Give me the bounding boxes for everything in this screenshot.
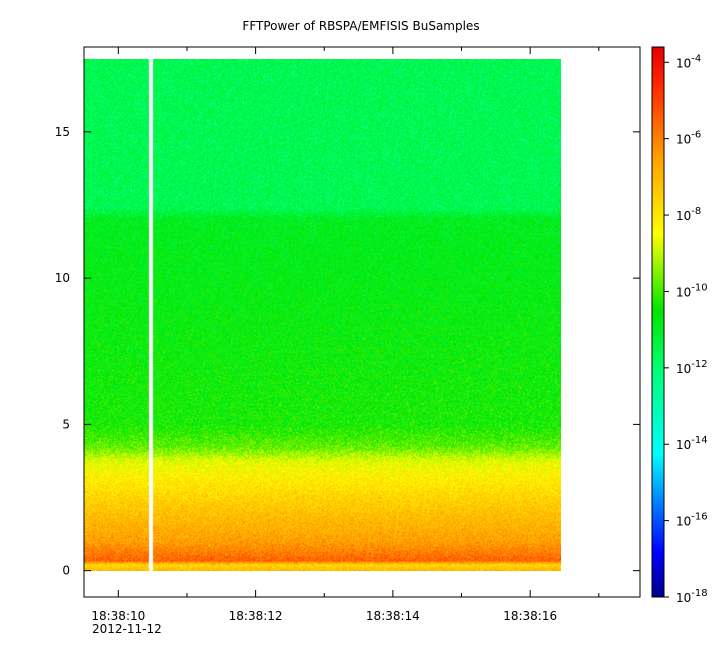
colorbar xyxy=(652,47,664,597)
colorbar-tick-label: 10-18 xyxy=(676,588,708,605)
colorbar-tick-label: 10-14 xyxy=(676,435,708,452)
y-tick-label: 0 xyxy=(62,564,70,578)
colorbar-tick-label: 10-12 xyxy=(676,359,708,376)
colorbar-tick-label: 10-16 xyxy=(676,512,708,529)
x-axis: 18:38:10 18:38:12 18:38:14 18:38:16 xyxy=(91,47,600,623)
y-axis: 0 5 10 15 xyxy=(55,125,640,578)
x-axis-date-label: 2012-11-12 xyxy=(92,622,162,636)
y-tick-label: 5 xyxy=(62,417,70,431)
colorbar-tick-label: 10-6 xyxy=(676,130,701,147)
colorbar-tick-label: 10-4 xyxy=(676,53,701,70)
colorbar-tick-label: 10-10 xyxy=(676,282,708,299)
chart-title: FFTPower of RBSPA/EMFISIS BuSamples xyxy=(242,19,479,33)
colorbar-tick-label: 10-8 xyxy=(676,206,701,223)
x-tick-label: 18:38:10 xyxy=(91,609,145,623)
x-tick-label: 18:38:12 xyxy=(229,609,283,623)
y-tick-label: 10 xyxy=(55,271,70,285)
plot-border xyxy=(83,46,641,598)
x-tick-label: 18:38:16 xyxy=(503,609,557,623)
y-tick-label: 15 xyxy=(55,125,70,139)
colorbar-border xyxy=(651,46,665,598)
spectrogram-heatmap xyxy=(84,59,561,571)
colorbar-axis: 10-18 10-16 10-14 10-12 10-10 10-8 10-6 10-4 xyxy=(664,53,708,605)
x-tick-label: 18:38:14 xyxy=(366,609,420,623)
